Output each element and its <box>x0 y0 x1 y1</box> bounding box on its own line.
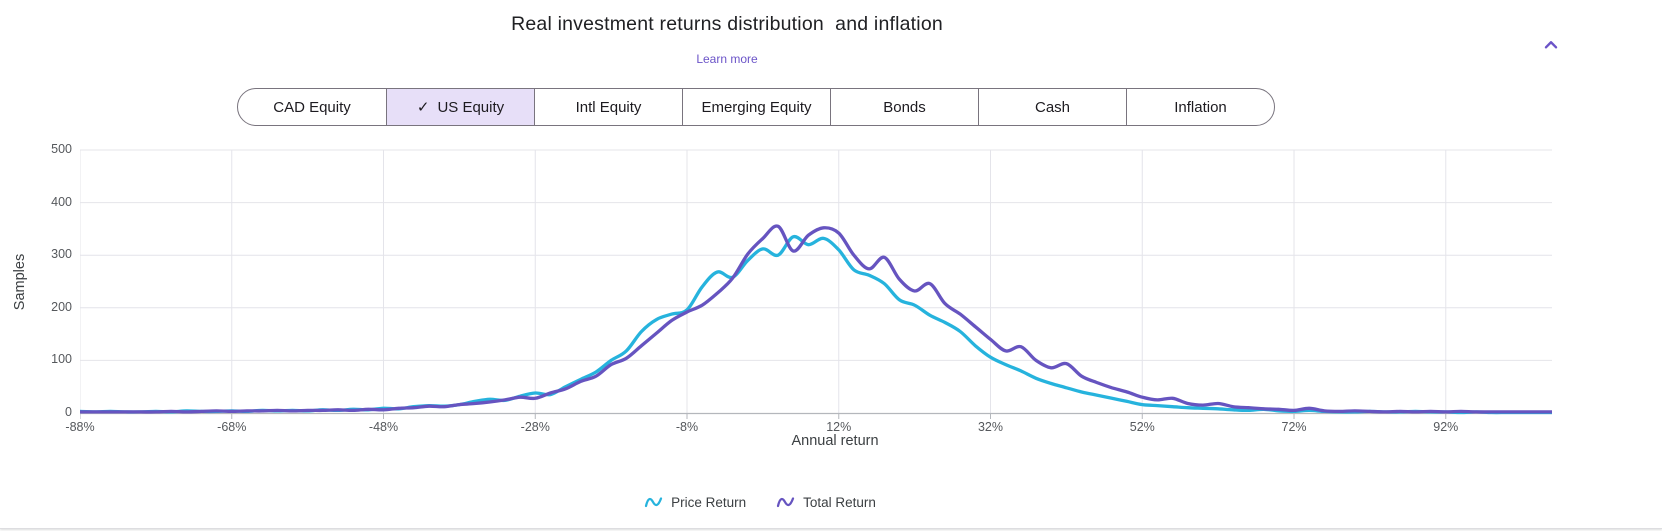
y-axis-tick-label: 300 <box>51 247 72 262</box>
segment-button-intl-equity[interactable]: Intl Equity <box>534 89 682 125</box>
y-axis-tick-label: 0 <box>65 405 72 419</box>
returns-distribution-chart: Samples Annual return Price Return Total … <box>0 130 1662 530</box>
x-axis-tick-label: 52% <box>1129 420 1155 434</box>
segment-button-label: CAD Equity <box>273 98 351 116</box>
y-axis-tick-label: 500 <box>51 142 72 156</box>
segment-button-inflation[interactable]: Inflation <box>1126 89 1274 125</box>
chevron-up-icon <box>1544 41 1558 49</box>
segment-button-us-equity[interactable]: ✓ US Equity <box>386 89 534 125</box>
wave-icon <box>776 497 795 508</box>
segment-button-label: Intl Equity <box>575 98 642 116</box>
series-line-total-return <box>80 224 1552 414</box>
legend-label: Total Return <box>803 494 876 510</box>
legend-label: Price Return <box>671 494 747 510</box>
chart-legend: Price Return Total Return <box>0 494 1520 510</box>
segment-button-bonds[interactable]: Bonds <box>830 89 978 125</box>
x-axis-tick-label: 32% <box>977 420 1004 434</box>
wave-icon <box>644 497 663 508</box>
x-axis-tick-label: -28% <box>520 420 550 434</box>
x-axis-tick-label: -88% <box>65 420 95 434</box>
segment-button-cash[interactable]: Cash <box>978 89 1126 125</box>
legend-item-price-return[interactable]: Price Return <box>644 494 746 510</box>
collapse-chart-button[interactable] <box>1538 32 1564 58</box>
y-axis-tick-label: 200 <box>51 299 72 314</box>
x-axis-tick-label: -68% <box>217 420 247 434</box>
page-title: Real investment returns distribution and… <box>511 13 943 35</box>
segment-button-label: US Equity <box>437 98 505 116</box>
asset-class-segmented-control: CAD Equity ✓ US Equity Intl Equity Emerging … <box>237 88 1275 126</box>
x-axis-tick-label: -48% <box>368 420 399 434</box>
segment-button-label: Inflation <box>1174 98 1227 116</box>
segment-button-label: Emerging Equity <box>701 98 812 116</box>
y-axis-tick-label: 100 <box>51 352 72 367</box>
x-axis-title: Annual return <box>791 433 879 449</box>
legend-item-total-return[interactable]: Total Return <box>776 494 876 510</box>
segment-button-cad-equity[interactable]: CAD Equity <box>238 89 386 125</box>
series-line-price-return <box>80 234 1552 415</box>
segment-button-emerging-equity[interactable]: Emerging Equity <box>682 89 830 125</box>
segment-button-label: Cash <box>1034 98 1071 116</box>
plot-area[interactable] <box>80 140 1552 422</box>
x-axis-tick-label: -8% <box>675 420 699 434</box>
learn-more-link[interactable]: Learn more <box>696 52 758 66</box>
x-axis-tick-label: 92% <box>1433 420 1459 434</box>
segment-button-label: Bonds <box>883 98 926 116</box>
y-axis-tick-label: 400 <box>51 194 72 209</box>
x-axis-tick-label: 12% <box>826 420 852 434</box>
learn-more-row: Learn more <box>0 52 1454 66</box>
check-icon: ✓ <box>416 98 430 116</box>
x-axis-tick-label: 72% <box>1281 420 1307 434</box>
